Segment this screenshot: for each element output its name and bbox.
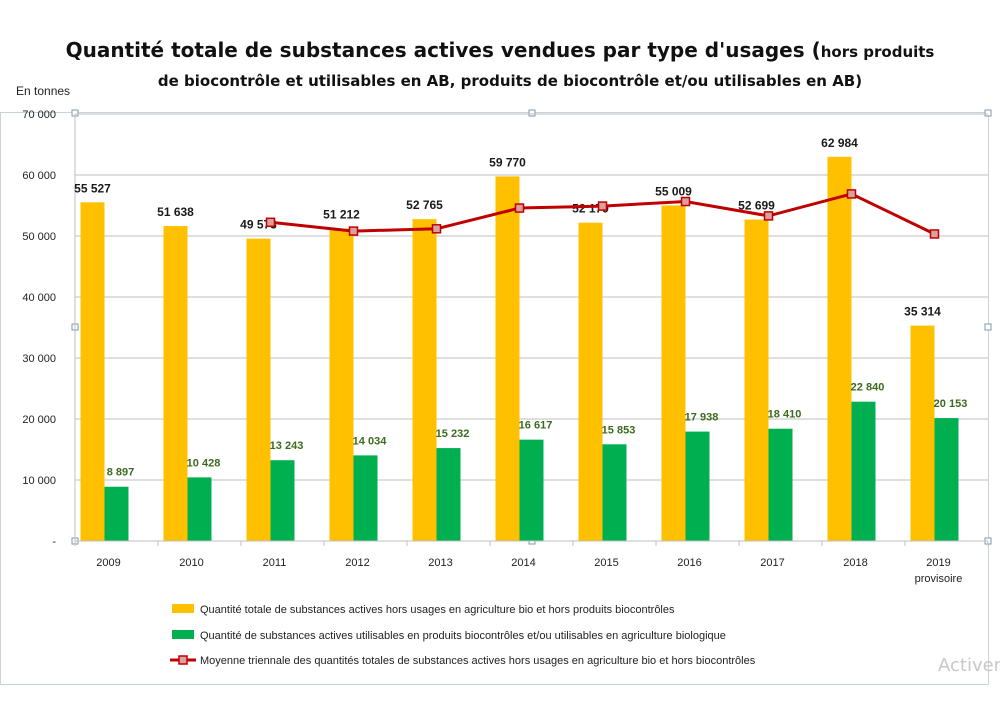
x-tick-label: 2016	[677, 557, 701, 569]
y-tick-label: -	[52, 536, 56, 548]
bar-total	[827, 156, 852, 541]
bar-total	[661, 205, 686, 541]
chart-area-border	[0, 112, 989, 685]
line-marker	[348, 226, 359, 236]
x-tick-label: 2013	[428, 557, 452, 569]
data-label-biocontrole: 14 034	[353, 435, 388, 447]
data-label-total: 51 212	[323, 208, 360, 222]
data-label-biocontrole: 18 410	[768, 409, 802, 421]
data-label-total: 52 765	[406, 198, 443, 212]
selection-handle	[528, 109, 536, 117]
data-label-biocontrole: 13 243	[270, 440, 304, 452]
selection-handle	[984, 109, 992, 117]
data-label-biocontrole: 15 232	[436, 428, 470, 440]
bar-biocontrole	[685, 431, 710, 541]
chart-title-line2: de biocontrôle et utilisables en AB, pro…	[157, 72, 863, 90]
x-tick-sublabel: provisoire	[915, 573, 963, 585]
line-marker	[514, 203, 525, 213]
selection-handle	[984, 323, 992, 331]
data-label-total: 62 984	[821, 136, 858, 150]
x-tick-label: 2015	[594, 557, 618, 569]
legend-label-total: Quantité totale de substances actives ho…	[200, 604, 675, 616]
line-marker	[846, 189, 857, 199]
y-tick-label: 10 000	[22, 475, 56, 487]
x-tick-label: 2011	[263, 557, 287, 569]
y-tick-label: 50 000	[22, 231, 56, 243]
legend-label-biocontrole: Quantité de substances actives utilisabl…	[200, 630, 726, 642]
data-label-total: 55 527	[74, 181, 111, 195]
bar-biocontrole	[353, 455, 378, 541]
bar-total	[329, 228, 354, 541]
data-label-biocontrole: 22 840	[851, 382, 885, 394]
line-marker	[597, 201, 608, 211]
bar-biocontrole	[436, 448, 461, 541]
bar-biocontrole	[187, 477, 212, 541]
data-label-biocontrole: 10 428	[187, 457, 221, 469]
data-label-total: 59 770	[489, 155, 526, 169]
line-marker	[763, 211, 774, 221]
bar-total	[495, 176, 520, 541]
bar-total	[246, 238, 271, 541]
line-marker	[929, 229, 940, 239]
data-label-biocontrole: 20 153	[934, 398, 968, 410]
bar-total	[412, 219, 437, 542]
bar-biocontrole	[934, 418, 959, 541]
y-tick-label: 60 000	[22, 170, 56, 182]
y-tick-label: 40 000	[22, 292, 56, 304]
y-tick-label: 70 000	[22, 109, 56, 121]
data-label-total: 35 314	[904, 305, 941, 319]
data-label-biocontrole: 17 938	[685, 412, 719, 424]
bar-biocontrole	[851, 401, 876, 541]
bar-biocontrole	[104, 486, 129, 541]
bar-total	[578, 222, 603, 541]
chart-title-line1: Quantité totale de substances actives ve…	[65, 38, 935, 62]
legend-label-moyenne: Moyenne triennale des quantités totales …	[200, 655, 756, 667]
data-label-total: 51 638	[157, 205, 194, 219]
line-marker	[680, 196, 691, 207]
x-tick-label: 2019	[926, 557, 950, 569]
bar-biocontrole	[519, 439, 544, 541]
data-label-total: 52 699	[738, 199, 775, 213]
bar-total	[910, 325, 935, 541]
bar-biocontrole	[768, 428, 793, 541]
x-tick-label: 2009	[96, 557, 120, 569]
data-label-biocontrole: 16 617	[519, 420, 553, 432]
x-tick-label: 2010	[179, 557, 203, 569]
x-tick-label: 2017	[760, 557, 784, 569]
data-label-biocontrole: 15 853	[602, 424, 636, 436]
x-tick-label: 2018	[843, 557, 867, 569]
line-marker	[431, 224, 442, 234]
data-label-biocontrole: 8 897	[107, 467, 135, 479]
bar-total	[744, 219, 769, 541]
legend-marker-moyenne	[178, 655, 188, 665]
x-tick-label: 2012	[345, 557, 369, 569]
y-tick-label: 20 000	[22, 414, 56, 426]
x-tick-label: 2014	[511, 557, 535, 569]
bar-total	[80, 202, 105, 542]
y-tick-label: 30 000	[22, 353, 56, 365]
watermark-text: Activer	[938, 655, 1000, 676]
line-marker	[265, 217, 276, 228]
y-axis-unit-label: En tonnes	[16, 84, 71, 98]
bar-biocontrole	[602, 444, 627, 541]
bar-biocontrole	[270, 460, 295, 541]
legend-swatch-total	[172, 604, 194, 613]
data-label-total: 55 009	[655, 184, 692, 198]
bar-total	[163, 226, 188, 542]
legend-swatch-biocontrole	[172, 630, 194, 639]
